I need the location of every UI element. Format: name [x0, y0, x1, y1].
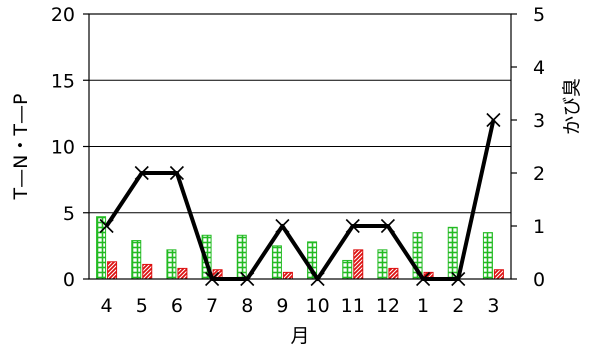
bar-tn [482, 232, 493, 280]
x-axis-title: 月 [290, 325, 309, 347]
y-right-tick-label: 5 [533, 4, 545, 26]
bar-tn [166, 249, 177, 280]
y-right-tick-label: 4 [533, 57, 545, 79]
bar-tp [493, 269, 504, 280]
axes [83, 13, 517, 280]
bar-tp [282, 271, 293, 280]
bar-tp [107, 261, 118, 280]
y-left-axis-title: T—N・T—P [10, 94, 32, 201]
y-left-tick-label: 0 [63, 269, 75, 291]
y-right-axis-title: かび臭 [561, 78, 583, 135]
x-tick-label: 9 [276, 295, 288, 317]
x-tick-label: 8 [241, 295, 253, 317]
kabi-point [169, 165, 184, 181]
bars [96, 216, 504, 280]
bar-tn [377, 249, 388, 280]
bar-tn [447, 226, 458, 280]
x-tick-label: 1 [417, 295, 429, 317]
bar-tn [271, 245, 282, 280]
grid [89, 79, 511, 214]
bar-tn [96, 216, 107, 280]
bar-tp [353, 249, 364, 280]
kabi-point [345, 218, 360, 234]
bar-tp [142, 263, 153, 280]
line-series [99, 112, 501, 287]
y-left-tick-label: 20 [51, 4, 75, 26]
y-right-tick-label: 0 [533, 269, 545, 291]
x-tick-label: 7 [206, 295, 218, 317]
bar-tn [342, 259, 353, 280]
kabi-point [380, 218, 395, 234]
y-right-tick-label: 2 [533, 163, 545, 185]
kabi-point [275, 218, 290, 234]
y-right-tick-label: 1 [533, 216, 545, 238]
kabi-point [99, 218, 114, 234]
kabi-point [134, 165, 149, 181]
x-tick-label: 11 [341, 295, 365, 317]
x-tick-label: 10 [305, 295, 329, 317]
y-left-tick-label: 5 [63, 203, 75, 225]
y-right-tick-label: 3 [533, 110, 545, 132]
y-left-tick-label: 15 [51, 70, 75, 92]
kabi-line [104, 119, 496, 281]
x-tick-label: 2 [452, 295, 464, 317]
x-tick-label: 12 [376, 295, 400, 317]
kabi-point [486, 112, 501, 128]
bar-tp [177, 267, 188, 280]
x-tick-label: 6 [171, 295, 183, 317]
bar-tp [388, 267, 399, 280]
x-tick-label: 3 [487, 295, 499, 317]
y-left-tick-label: 10 [51, 137, 75, 159]
bar-tn [131, 240, 142, 280]
x-tick-label: 5 [136, 295, 148, 317]
x-tick-label: 4 [101, 295, 113, 317]
